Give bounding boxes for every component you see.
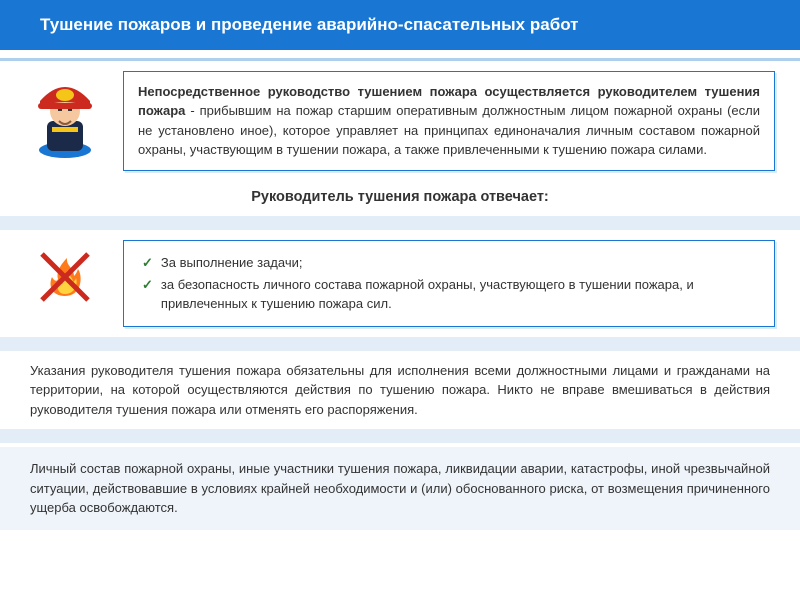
separator-band bbox=[0, 337, 800, 351]
separator-band bbox=[0, 429, 800, 443]
check-icon: ✓ bbox=[142, 275, 153, 314]
paragraph-2: Личный состав пожарной охраны, иные учас… bbox=[0, 447, 800, 530]
paragraph-1: Указания руководителя тушения пожара обя… bbox=[0, 351, 800, 430]
list-item-text: За выполнение задачи; bbox=[161, 253, 303, 273]
list-item: ✓ За выполнение задачи; bbox=[142, 253, 760, 273]
intro-text-box: Непосредственное руководство тушением по… bbox=[123, 71, 775, 171]
title-text: Тушение пожаров и проведение аварийно-сп… bbox=[40, 15, 578, 34]
check-icon: ✓ bbox=[142, 253, 153, 273]
firefighter-icon bbox=[25, 71, 105, 159]
list-item: ✓ за безопасность личного состава пожарн… bbox=[142, 275, 760, 314]
intro-row: Непосредственное руководство тушением по… bbox=[0, 61, 800, 181]
para1-text: Указания руководителя тушения пожара обя… bbox=[30, 363, 770, 417]
para2-text: Личный состав пожарной охраны, иные учас… bbox=[30, 461, 770, 515]
divider bbox=[0, 58, 800, 61]
page-title: Тушение пожаров и проведение аварийно-сп… bbox=[0, 0, 800, 50]
subheader: Руководитель тушения пожара отвечает: bbox=[0, 181, 800, 217]
intro-rest: - прибывшим на пожар старшим оперативным… bbox=[138, 103, 760, 157]
responsibilities-list: ✓ За выполнение задачи; ✓ за безопасност… bbox=[123, 240, 775, 327]
list-row: ✓ За выполнение задачи; ✓ за безопасност… bbox=[0, 230, 800, 337]
list-item-text: за безопасность личного состава пожарной… bbox=[161, 275, 760, 314]
separator-band bbox=[0, 216, 800, 230]
subheader-text: Руководитель тушения пожара отвечает: bbox=[251, 189, 549, 205]
fire-crossed-icon bbox=[25, 240, 105, 308]
